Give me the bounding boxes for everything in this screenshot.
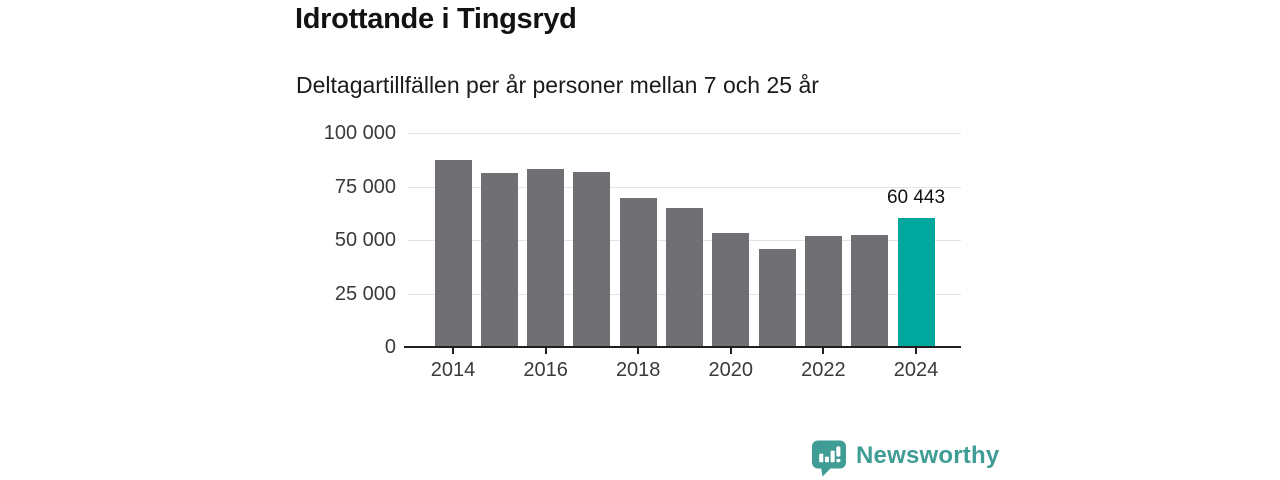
newsworthy-icon <box>812 440 846 477</box>
bar-2020 <box>712 233 750 347</box>
x-axis-label-2024: 2024 <box>893 359 939 381</box>
bar-chart-plot: 0 25 000 50 000 75 000 100 000 60 443 2014 2016… <box>324 123 961 381</box>
y-axis-label-75000: 75 000 <box>334 175 396 198</box>
bar-2024 <box>897 218 935 347</box>
highlight-value-label: 60 443 <box>886 187 946 208</box>
x-tick-2014 <box>452 348 454 354</box>
bar-2019 <box>666 208 703 347</box>
chart-subtitle: Deltagartillfällen per år personer mella… <box>296 72 819 98</box>
bar-2021 <box>758 249 796 347</box>
bar-2016 <box>527 169 565 347</box>
gridline-75000 <box>408 186 961 188</box>
x-tick-2024 <box>915 348 917 354</box>
x-tick-2016 <box>544 348 547 354</box>
y-axis-label-25000: 25 000 <box>334 282 396 305</box>
x-axis-label-2014: 2014 <box>430 359 476 381</box>
newsworthy-logo: Newsworthy <box>811 440 999 477</box>
y-axis-label-0: 0 <box>384 336 396 358</box>
x-axis-label-2018: 2018 <box>615 359 661 381</box>
bar-2015 <box>480 173 518 347</box>
y-axis-label-100000: 100 000 <box>323 122 396 144</box>
gridline-100000 <box>408 133 961 134</box>
x-tick-2018 <box>637 348 640 354</box>
newsworthy-wordmark: Newsworthy <box>856 442 1000 469</box>
bar-2023 <box>851 235 889 347</box>
x-axis-label-2016: 2016 <box>523 359 568 381</box>
x-axis-label-2022: 2022 <box>801 359 846 381</box>
x-axis-label-2020: 2020 <box>708 359 754 381</box>
chart-title: Idrottande i Tingsryd <box>295 3 577 35</box>
y-axis-label-50000: 50 000 <box>334 229 396 251</box>
bar-2017 <box>573 172 611 347</box>
bar-2022 <box>804 236 842 347</box>
x-tick-2022 <box>822 348 825 354</box>
x-tick-2020 <box>729 348 732 354</box>
bar-2014 <box>434 160 472 347</box>
x-axis-line <box>404 346 961 348</box>
bar-2018 <box>619 198 657 347</box>
